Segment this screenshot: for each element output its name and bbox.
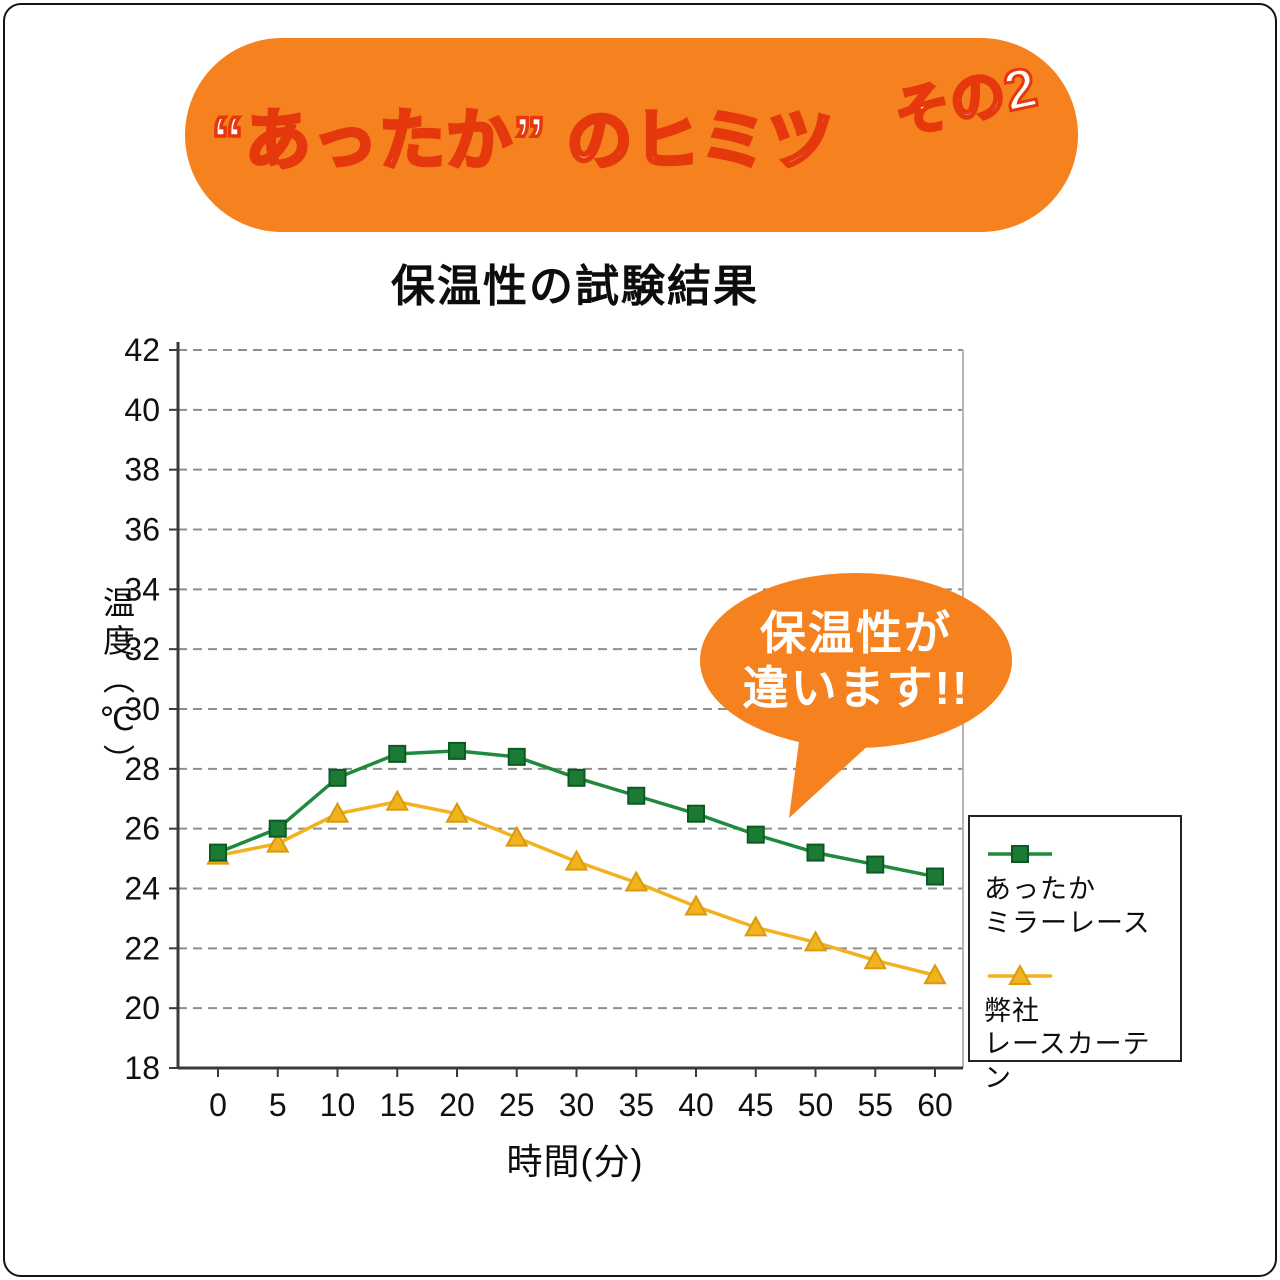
legend-symbol (1011, 845, 1029, 863)
marker-triangle (564, 849, 589, 871)
legend-label-line: 弊社 (984, 995, 1040, 1026)
marker-triangle (684, 894, 708, 916)
x-axis-label: 時間(分) (506, 1141, 644, 1182)
marker-square (507, 747, 526, 766)
marker-square (806, 843, 825, 862)
banner: “あったか” のヒミツ その2 (185, 38, 1078, 232)
marker-triangle (325, 801, 350, 823)
legend: あったか ミラーレース 弊社 レースカーテン (968, 815, 1182, 1093)
legend-label: 弊社 レースカーテン (984, 995, 1166, 1096)
y-axis-label: 温度（℃） (99, 586, 135, 782)
legend-marker-triangle-icon (988, 963, 1052, 985)
y-tick-label: 32 (124, 631, 160, 667)
marker-square (268, 819, 287, 838)
marker-triangle (803, 930, 828, 952)
legend-item: あったか ミラーレース (984, 841, 1166, 941)
legend-label-line: レースカーテン (984, 1029, 1151, 1093)
y-tick-label: 24 (124, 871, 160, 907)
y-tick-label: 20 (124, 990, 160, 1026)
marker-square (328, 768, 347, 787)
y-tick-label: 28 (124, 751, 160, 787)
y-tick-label: 40 (124, 392, 160, 428)
callout-bubble: 保温性が 違います!! (700, 573, 1012, 748)
x-tick-label: 25 (499, 1087, 535, 1123)
x-tick-label: 5 (269, 1087, 287, 1123)
x-tick-label: 30 (559, 1087, 595, 1123)
marker-triangle (923, 963, 947, 985)
marker-triangle (385, 789, 409, 811)
marker-square (209, 843, 227, 862)
y-tick-label: 18 (124, 1050, 160, 1086)
legend-marker-square-icon (988, 845, 1052, 863)
legend-label-line: ミラーレース (984, 907, 1151, 938)
marker-triangle (744, 915, 768, 937)
x-tick-label: 40 (678, 1087, 714, 1123)
marker-triangle (624, 870, 648, 892)
callout-line1: 保温性が (760, 607, 952, 660)
y-tick-label: 36 (124, 512, 160, 548)
x-tick-label: 0 (209, 1087, 227, 1123)
y-tick-label: 34 (124, 571, 160, 607)
marker-square (627, 786, 646, 805)
legend-item: 弊社 レースカーテン (984, 963, 1166, 1096)
banner-badge: その2 (887, 53, 1043, 147)
marker-triangle (505, 825, 529, 847)
y-tick-label: 26 (124, 811, 160, 847)
legend-label-line: あったか (984, 874, 1096, 904)
x-tick-label: 10 (320, 1087, 356, 1123)
marker-square (926, 867, 944, 886)
marker-square (687, 804, 705, 823)
marker-square (567, 768, 586, 787)
x-tick-label: 45 (738, 1087, 774, 1123)
x-tick-label: 60 (917, 1087, 953, 1123)
x-tick-label: 15 (379, 1087, 415, 1123)
legend-symbol (1008, 963, 1032, 985)
x-tick-label: 35 (618, 1087, 654, 1123)
banner-title: “あったか” のヒミツ (209, 101, 835, 179)
marker-square (866, 855, 885, 874)
marker-square (746, 825, 765, 844)
marker-triangle (445, 801, 469, 823)
legend-label: あったか ミラーレース (984, 873, 1166, 941)
marker-triangle (266, 831, 290, 853)
callout-line2: 違います!! (742, 661, 970, 714)
marker-square (388, 744, 407, 763)
y-tick-label: 42 (124, 332, 160, 368)
x-tick-label: 50 (798, 1087, 834, 1123)
x-tick-label: 20 (439, 1087, 475, 1123)
marker-triangle (863, 948, 887, 970)
chart-title: 保温性の試験結果 (391, 262, 759, 311)
y-tick-label: 30 (124, 691, 160, 727)
y-tick-label: 22 (124, 930, 160, 966)
marker-square (448, 741, 466, 760)
x-tick-label: 55 (857, 1087, 893, 1123)
y-tick-label: 38 (124, 452, 160, 488)
